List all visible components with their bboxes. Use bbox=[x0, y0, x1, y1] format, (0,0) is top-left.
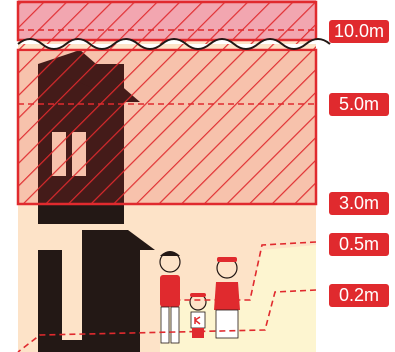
flood-tint bbox=[18, 52, 316, 204]
depth-badge-0-2m: 0.2m bbox=[329, 284, 389, 307]
depth-badge-0-5m: 0.5m bbox=[329, 233, 389, 256]
depth-badge-10m: 10.0m bbox=[329, 20, 389, 43]
family-illustration bbox=[159, 251, 240, 344]
wave-line bbox=[17, 38, 331, 50]
dash-line-0-2m bbox=[17, 289, 317, 352]
depth-badge-3m: 3.0m bbox=[329, 192, 389, 215]
dash-line-0-5m bbox=[160, 241, 317, 301]
flood-hatch-area bbox=[18, 2, 316, 204]
level-3m-box bbox=[16, 48, 318, 206]
depth-badge-5m: 5.0m bbox=[329, 93, 389, 116]
